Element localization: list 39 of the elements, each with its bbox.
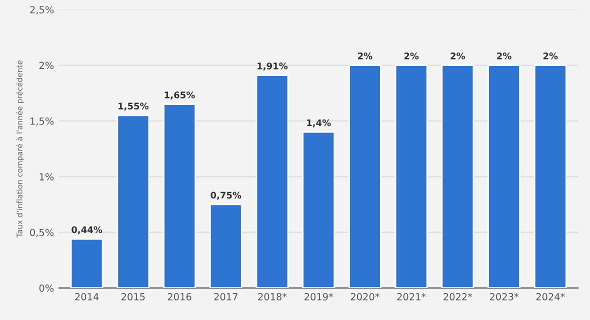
- x-tick-label: 2020*: [350, 293, 380, 300]
- data-label: 0,44%: [72, 226, 102, 234]
- y-tick-label: 1%: [40, 173, 54, 180]
- data-label: 2%: [543, 52, 558, 60]
- x-tick-label: 2021*: [397, 293, 426, 300]
- bar: [70, 238, 104, 288]
- bar: [348, 64, 382, 288]
- x-tick-label: 2017: [214, 293, 238, 300]
- x-tick-label: 2023*: [490, 293, 519, 300]
- x-tick-label: 2018*: [258, 293, 287, 300]
- x-tick-label: 2015: [122, 293, 145, 300]
- x-tick-label: 2019*: [304, 293, 334, 300]
- data-label: 2%: [358, 52, 372, 60]
- y-tick-label: 0,5%: [30, 228, 54, 238]
- x-tick-label: 2014: [75, 293, 99, 300]
- data-label: 2%: [497, 52, 512, 60]
- bar: [441, 64, 474, 288]
- x-tick-label: 2016: [168, 293, 192, 300]
- bar: [209, 204, 242, 288]
- x-tick-label: 2022*: [444, 293, 472, 300]
- bar: [163, 104, 196, 288]
- bar: [302, 131, 336, 288]
- bar: [116, 114, 150, 288]
- data-label: 2%: [404, 52, 419, 60]
- bar: [488, 64, 520, 288]
- bar: [534, 64, 567, 288]
- data-label: 1,91%: [258, 62, 288, 71]
- y-tick-label: 2,5%: [30, 6, 54, 14]
- y-tick-label: 0%: [39, 284, 54, 292]
- y-tick-label: 2%: [39, 62, 54, 70]
- data-label: 2%: [450, 52, 466, 60]
- x-tick-label: 2024*: [536, 293, 565, 300]
- bar: [256, 74, 289, 288]
- y-tick-label: 1,5%: [30, 117, 54, 126]
- bar: [394, 64, 428, 288]
- data-label: 1,55%: [118, 102, 149, 111]
- data-label: 0,75%: [210, 192, 242, 200]
- data-label: 1,4%: [307, 119, 331, 128]
- data-label: 1,65%: [164, 92, 195, 100]
